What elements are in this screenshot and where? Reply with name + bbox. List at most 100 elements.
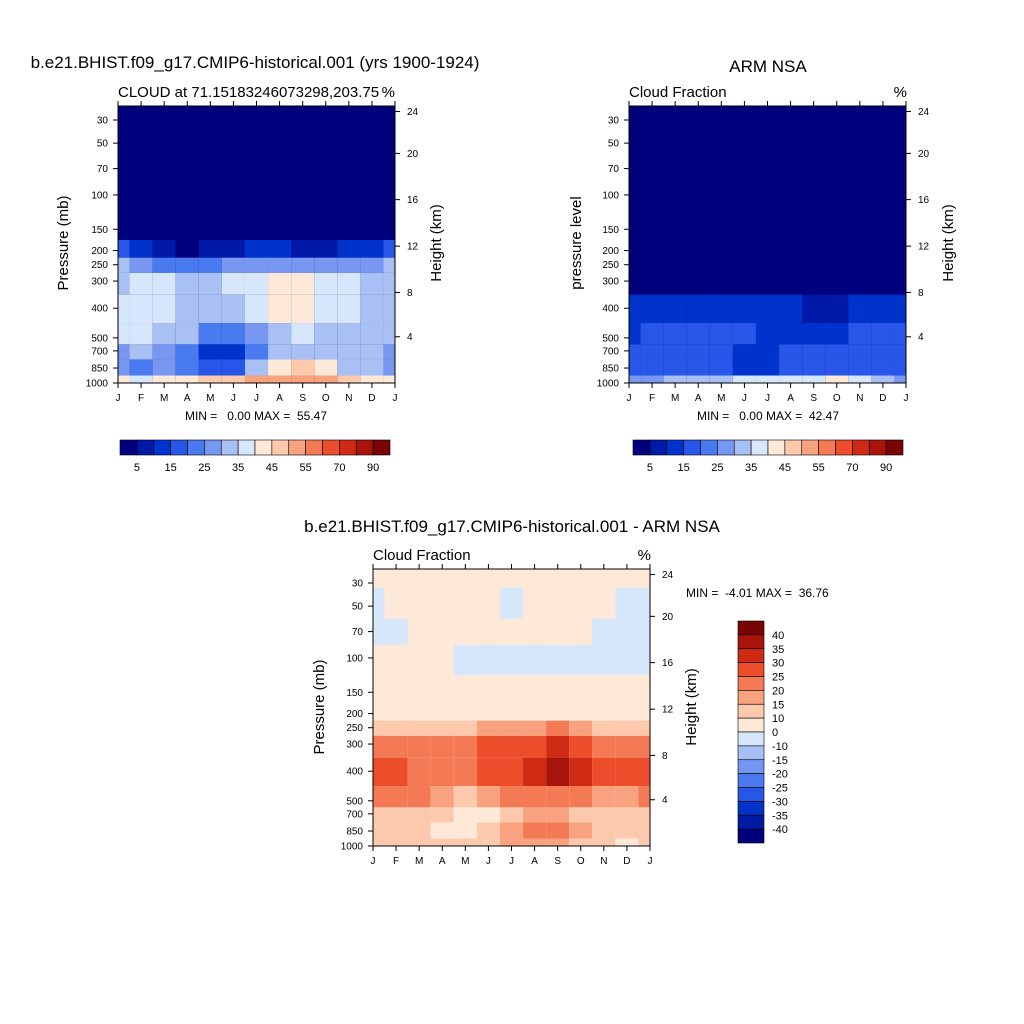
contour-cell	[871, 239, 895, 258]
contour-cell	[373, 569, 385, 588]
contour-cell	[640, 323, 664, 345]
contour-cell	[244, 344, 269, 360]
contour-cell	[638, 587, 650, 619]
contour-cell	[686, 344, 710, 360]
contour-cell	[894, 212, 906, 240]
contour-cell	[592, 675, 616, 703]
contour-cell	[499, 786, 524, 808]
contour-cell	[640, 106, 664, 125]
contour-cell	[337, 212, 361, 240]
contour-cell	[291, 155, 315, 182]
contour-cell	[709, 323, 733, 345]
contour-cell	[894, 106, 906, 125]
contour-cell	[152, 124, 176, 156]
contour-cell	[825, 106, 849, 125]
contour-cell	[569, 569, 593, 588]
contour-cell	[638, 786, 650, 808]
contour-cell	[268, 124, 292, 156]
obs-ylabel: pressure level	[568, 196, 585, 289]
colorbar-box	[737, 634, 765, 650]
contour-cell	[615, 786, 639, 808]
contour-cell	[732, 124, 756, 156]
contour-cell	[407, 757, 431, 787]
colorbar-box	[737, 801, 765, 816]
height-tick-label: 4	[662, 795, 668, 806]
month-tick-label: A	[531, 856, 538, 867]
contour-cell	[383, 359, 395, 376]
contour-cell	[118, 323, 130, 345]
contour-cell	[407, 735, 431, 758]
diff-contour-plot: J F M A M J J A S O N D J 30 50 70 100 150 200 250 300 400 500…	[341, 564, 674, 867]
contour-cell	[871, 375, 895, 383]
colorbar-box	[737, 759, 765, 774]
contour-cell	[802, 344, 826, 360]
colorbar-label: -25	[772, 783, 788, 795]
contour-cell	[129, 344, 153, 360]
contour-cell	[663, 294, 687, 324]
contour-cell	[709, 212, 733, 240]
contour-cell	[384, 720, 408, 736]
contour-cell	[638, 757, 650, 787]
contour-cell	[360, 359, 384, 376]
contour-cell	[291, 181, 315, 213]
contour-cell	[337, 257, 361, 273]
pressure-tick-label: 850	[602, 364, 619, 375]
contour-cell	[546, 587, 570, 619]
contour-cell	[430, 838, 454, 846]
colorbar-box	[885, 439, 904, 456]
contour-cell	[629, 375, 641, 383]
colorbar-box	[750, 439, 769, 456]
pressure-tick-label: 500	[602, 333, 619, 344]
colorbar-label: -10	[772, 741, 788, 753]
contour-cell	[291, 106, 315, 125]
pressure-tick-label: 200	[91, 246, 108, 257]
contour-cell	[221, 257, 245, 273]
contour-cell	[430, 644, 454, 676]
contour-cell	[499, 822, 524, 839]
contour-cell	[686, 239, 710, 258]
contour-cell	[779, 375, 803, 383]
colorbar-box	[737, 662, 765, 677]
contour-cell	[314, 272, 338, 295]
contour-cell	[314, 239, 338, 258]
contour-cell	[546, 618, 570, 645]
month-tick-label: D	[879, 393, 886, 404]
contour-cell	[732, 375, 756, 383]
contour-cell	[407, 838, 431, 846]
contour-cell	[430, 702, 454, 721]
contour-cell	[129, 323, 153, 345]
contour-cell	[638, 569, 650, 588]
contour-cell	[407, 720, 431, 736]
contour-cell	[337, 375, 361, 383]
contour-cell	[640, 375, 664, 383]
contour-cell	[755, 359, 780, 376]
pressure-tick-label: 500	[346, 796, 363, 807]
contour-cell	[152, 257, 176, 273]
contour-cell	[152, 239, 176, 258]
colorbar-label: -20	[772, 769, 788, 781]
contour-cell	[825, 181, 849, 213]
contour-cell	[373, 807, 385, 823]
contour-cell	[802, 323, 826, 345]
contour-cell	[638, 618, 650, 645]
height-tick-label: 24	[407, 107, 419, 118]
obs-panel: ARM NSA Cloud Fraction % J F M A M J J A S O N D J 30…	[568, 57, 957, 474]
contour-cell	[291, 257, 315, 273]
contour-cell	[383, 181, 395, 213]
month-tick-label: J	[648, 856, 653, 867]
month-tick-label: M	[717, 393, 725, 404]
contour-cell	[709, 106, 733, 125]
colorbar-box	[784, 439, 803, 456]
contour-cell	[244, 212, 269, 240]
contour-cell	[629, 124, 641, 156]
contour-cell	[476, 735, 500, 758]
contour-cell	[118, 375, 130, 383]
contour-cell	[476, 822, 500, 839]
contour-cell	[360, 323, 384, 345]
contour-cell	[373, 587, 385, 619]
contour-cell	[430, 786, 454, 808]
contour-cell	[663, 155, 687, 182]
month-tick-label: J	[509, 856, 514, 867]
contour-cell	[732, 212, 756, 240]
diff-title-right: %	[638, 547, 651, 564]
